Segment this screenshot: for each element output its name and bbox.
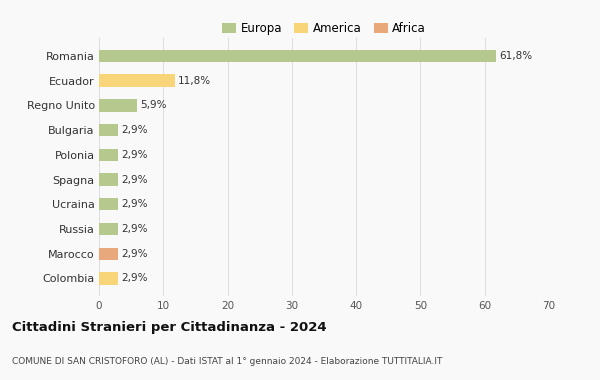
- Legend: Europa, America, Africa: Europa, America, Africa: [217, 17, 431, 40]
- Bar: [99, 149, 118, 161]
- Bar: [99, 50, 496, 62]
- Text: 2,9%: 2,9%: [121, 125, 148, 135]
- Text: Cittadini Stranieri per Cittadinanza - 2024: Cittadini Stranieri per Cittadinanza - 2…: [12, 321, 326, 334]
- Bar: [99, 247, 118, 260]
- Text: 2,9%: 2,9%: [121, 249, 148, 259]
- Bar: [99, 74, 175, 87]
- Text: 11,8%: 11,8%: [178, 76, 211, 86]
- Bar: [99, 198, 118, 211]
- Bar: [99, 272, 118, 285]
- Text: 5,9%: 5,9%: [140, 100, 167, 110]
- Text: 2,9%: 2,9%: [121, 224, 148, 234]
- Bar: [99, 223, 118, 235]
- Text: 2,9%: 2,9%: [121, 150, 148, 160]
- Text: 2,9%: 2,9%: [121, 274, 148, 283]
- Text: 61,8%: 61,8%: [499, 51, 533, 61]
- Text: 2,9%: 2,9%: [121, 199, 148, 209]
- Text: 2,9%: 2,9%: [121, 174, 148, 185]
- Text: COMUNE DI SAN CRISTOFORO (AL) - Dati ISTAT al 1° gennaio 2024 - Elaborazione TUT: COMUNE DI SAN CRISTOFORO (AL) - Dati IST…: [12, 357, 442, 366]
- Bar: [99, 124, 118, 136]
- Bar: [99, 99, 137, 112]
- Bar: [99, 173, 118, 186]
